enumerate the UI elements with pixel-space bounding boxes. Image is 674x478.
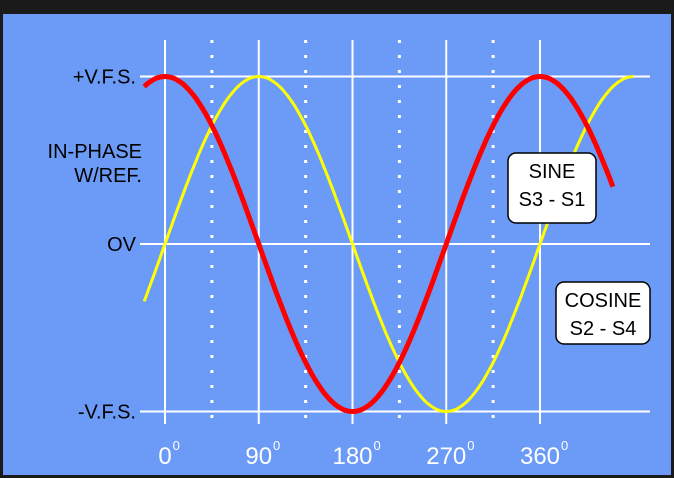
grid [140,40,650,424]
callout-line-1: S2 - S4 [570,318,637,340]
x-axis-labels: 0 0 90 0 180 0 270 0 360 0 [158,438,568,470]
y-tick-label-0: +V.F.S. [73,67,136,89]
callout-line-1: S3 - S1 [519,189,586,211]
x-tick-90: 90 0 [245,438,280,470]
x-tick-degree-0: 0 [173,438,180,453]
callout-cosine: COSINE S2 - S4 [555,281,651,345]
y-axis-labels: +V.F.S. OV -V.F.S. [73,67,137,424]
x-tick-360: 360 0 [520,438,568,470]
series-line-cosine [142,74,616,414]
x-tick-degree-360: 0 [561,438,568,453]
x-tick-label-90: 90 [245,443,272,470]
x-tick-label-0: 0 [158,443,171,470]
callout-line-0: SINE [529,161,576,183]
x-tick-label-360: 360 [520,443,560,470]
y-tick-label-1: OV [107,234,137,256]
x-tick-degree-180: 0 [373,438,380,453]
callout-box [507,152,597,224]
callout-line-0: COSINE [565,290,642,312]
y-tick-label-2: -V.F.S. [78,402,136,424]
x-tick-270: 270 0 [426,438,474,470]
callout-sine: SINE S3 - S1 [507,152,597,224]
x-tick-label-180: 180 [332,443,372,470]
callout-box [555,281,651,345]
x-tick-degree-90: 0 [273,438,280,453]
x-tick-degree-270: 0 [467,438,474,453]
x-tick-label-270: 270 [426,443,466,470]
series-callouts: SINE S3 - S1 COSINE S2 - S4 [507,152,651,345]
y-axis-title-line-1: W/REF. [74,165,142,187]
y-axis-title-line-0: IN-PHASE [48,141,142,163]
x-tick-180: 180 0 [332,438,380,470]
